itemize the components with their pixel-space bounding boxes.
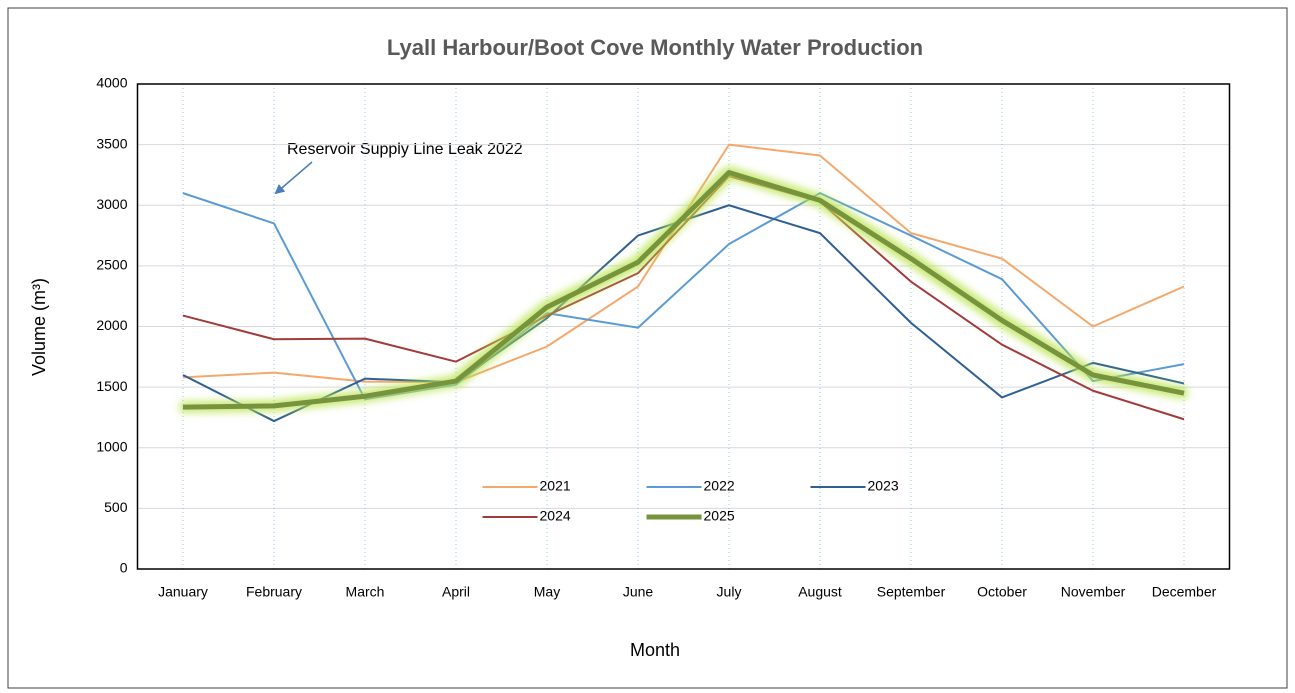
legend-label: 2022 [704, 478, 735, 494]
series-line [182, 170, 1185, 410]
x-tick-label: October [977, 584, 1027, 600]
y-tick-label: 0 [120, 560, 128, 576]
plot-area [136, 83, 1231, 570]
x-tick-label: February [246, 584, 302, 600]
y-tick-label: 500 [104, 499, 128, 515]
x-tick-label: July [717, 584, 742, 600]
legend-label: 2025 [704, 508, 735, 524]
y-tick-label: 3000 [96, 196, 127, 212]
series-line [182, 192, 1185, 401]
annotation: Reservoir Supply Line Leak 2022 [287, 141, 523, 158]
y-axis-title: Volume (m³) [29, 278, 49, 376]
x-tick-label: August [798, 584, 842, 600]
annotation-arrow [274, 161, 313, 195]
x-tick-label: November [1061, 584, 1126, 600]
y-tick-label: 2500 [96, 257, 127, 273]
series-line [182, 175, 1185, 421]
legend-label: 2023 [868, 478, 899, 494]
y-tick-label: 4000 [96, 75, 127, 91]
x-tick-label: June [623, 584, 654, 600]
y-tick-label: 2000 [96, 317, 127, 333]
y-tick-label: 1500 [96, 378, 127, 394]
x-axis-title: Month [630, 640, 680, 660]
legend-label: 2021 [540, 478, 571, 494]
legend-label: 2024 [540, 508, 571, 524]
x-tick-label: September [877, 584, 946, 600]
x-tick-label: May [534, 584, 560, 600]
y-tick-label: 1000 [96, 438, 127, 454]
chart-title: Lyall Harbour/Boot Cove Monthly Water Pr… [387, 35, 923, 60]
y-tick-label: 3500 [96, 135, 127, 151]
x-tick-label: December [1152, 584, 1217, 600]
chart-frame [7, 7, 1288, 689]
x-tick-label: January [158, 584, 208, 600]
x-tick-label: March [346, 584, 385, 600]
x-tick-label: April [442, 584, 470, 600]
